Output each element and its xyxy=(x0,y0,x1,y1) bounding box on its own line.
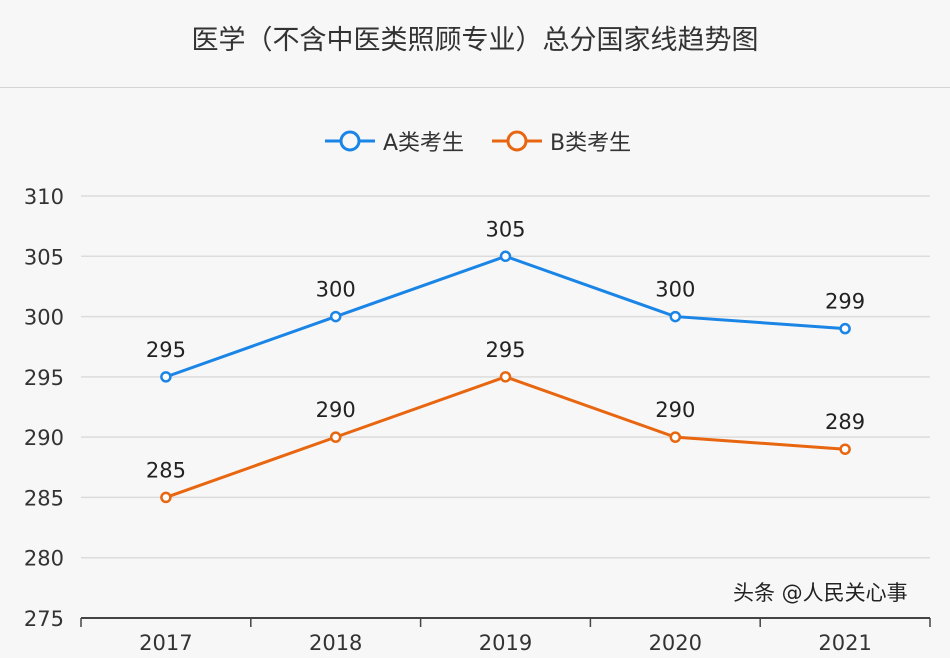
watermark: 头条 @人民关心事 xyxy=(733,581,908,605)
data-point xyxy=(499,250,512,263)
y-tick-label: 295 xyxy=(24,366,64,390)
y-tick-label: 275 xyxy=(24,607,64,631)
data-label: 305 xyxy=(485,217,525,241)
x-tick-label: 2020 xyxy=(649,631,702,655)
data-label: 295 xyxy=(485,338,525,362)
data-label: 290 xyxy=(655,398,695,422)
y-tick-label: 290 xyxy=(24,426,64,450)
legend-marker xyxy=(339,130,361,152)
x-tick-label: 2017 xyxy=(139,631,192,655)
data-label: 290 xyxy=(316,398,356,422)
data-label: 299 xyxy=(825,290,865,314)
data-label: 300 xyxy=(655,278,695,302)
data-point xyxy=(329,310,342,323)
legend-label: B类考生 xyxy=(550,131,631,156)
data-label: 295 xyxy=(146,338,186,362)
data-point xyxy=(839,322,851,335)
x-tick-label: 2018 xyxy=(309,631,362,655)
y-tick-label: 300 xyxy=(24,306,64,330)
y-tick-label: 280 xyxy=(24,547,64,571)
data-label: 285 xyxy=(146,458,186,482)
x-tick-label: 2019 xyxy=(479,631,532,655)
header-divider xyxy=(0,87,950,88)
x-tick-label: 2021 xyxy=(818,631,871,655)
data-point xyxy=(160,491,172,504)
data-point xyxy=(329,431,342,443)
data-point xyxy=(669,310,682,323)
data-label: 300 xyxy=(316,278,356,302)
data-label: 289 xyxy=(825,410,865,434)
data-point xyxy=(160,371,172,383)
y-tick-label: 310 xyxy=(24,185,64,209)
data-point xyxy=(499,371,512,383)
data-point xyxy=(839,443,851,455)
data-point xyxy=(669,431,682,443)
y-tick-label: 285 xyxy=(24,486,64,510)
legend-marker xyxy=(506,130,528,152)
legend-label: A类考生 xyxy=(383,131,464,156)
y-tick-label: 305 xyxy=(24,245,64,269)
chart-title: 医学（不含中医类照顾专业）总分国家线趋势图 xyxy=(191,25,759,56)
